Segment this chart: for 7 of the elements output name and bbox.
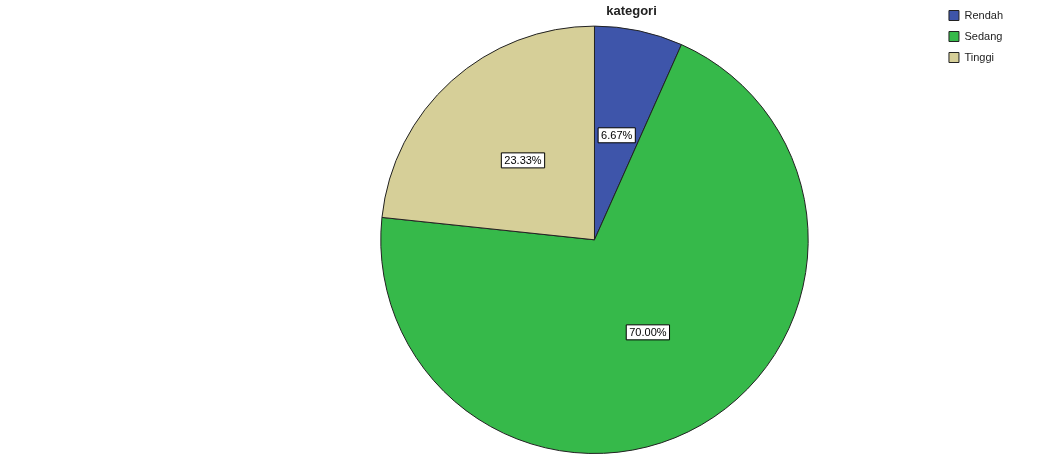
legend-label: Tinggi (964, 50, 995, 63)
chart-title: kategori (606, 3, 657, 19)
legend-label: Sedang (964, 29, 1003, 42)
legend-label: Rendah (964, 8, 1004, 21)
data-label: 23.33% (504, 153, 542, 166)
data-label: 6.67% (601, 128, 633, 141)
data-label: 70.00% (629, 325, 667, 338)
